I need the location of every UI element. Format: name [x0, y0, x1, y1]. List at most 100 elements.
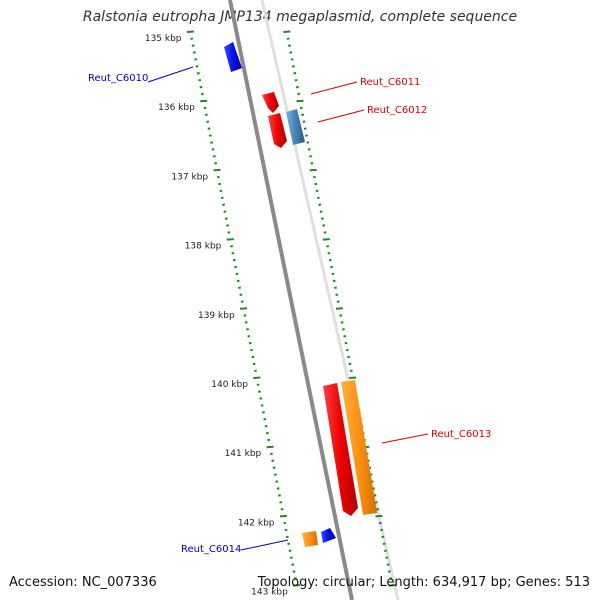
minor-tick [236, 279, 240, 283]
minor-tick [295, 85, 299, 89]
label-reut-c6014[interactable]: Reut_C6014 [181, 544, 241, 555]
minor-tick [332, 279, 336, 283]
minor-tick [328, 258, 332, 262]
minor-tick [199, 85, 203, 89]
minor-tick [219, 189, 223, 193]
minor-tick [271, 459, 275, 463]
gene-reut-c6011b[interactable] [268, 113, 287, 148]
label-reut-c6012[interactable]: Reut_C6012 [367, 105, 427, 116]
minor-tick [343, 334, 347, 338]
minor-tick [262, 411, 265, 414]
minor-tick [284, 528, 288, 532]
minor-tick [316, 196, 320, 200]
major-tick [335, 307, 344, 310]
minor-tick [384, 549, 387, 552]
minor-tick [303, 127, 307, 130]
minor-tick [294, 78, 298, 82]
gene-reut-c6013[interactable] [323, 383, 358, 516]
leader-reut-c6014 [240, 539, 289, 551]
minor-tick [299, 106, 303, 110]
minor-tick [246, 328, 249, 331]
minor-tick [264, 424, 268, 428]
leader-reut-c6012 [317, 109, 365, 123]
minor-tick [290, 58, 294, 61]
minor-tick [206, 120, 210, 123]
minor-tick [339, 314, 343, 317]
backbone-line [228, 0, 354, 600]
leader-reut-c6013 [381, 433, 429, 444]
minor-tick [285, 535, 289, 539]
minor-tick [387, 570, 391, 573]
major-tick [309, 168, 317, 172]
minor-tick [289, 556, 293, 559]
accession-text: Accession: NC_007336 [9, 575, 157, 590]
minor-tick [208, 134, 212, 137]
minor-tick [247, 334, 251, 338]
major-tick [283, 30, 291, 33]
ruler-label: 141 kbp [225, 449, 262, 459]
minor-tick [276, 487, 280, 490]
minor-tick [288, 44, 291, 47]
label-reut-c6011[interactable]: Reut_C6011 [360, 77, 420, 88]
minor-tick [348, 362, 352, 366]
minor-tick [389, 577, 393, 580]
minor-tick [320, 217, 324, 220]
gene-reut-c6014b[interactable] [302, 531, 318, 547]
minor-tick [191, 44, 195, 47]
minor-tick [260, 404, 264, 407]
minor-tick [273, 473, 277, 476]
ruler-label: 143 kbp [251, 588, 288, 598]
minor-tick [310, 161, 314, 165]
minor-tick [349, 369, 353, 373]
minor-tick [240, 300, 244, 303]
gene-reut-c6014[interactable] [321, 528, 336, 543]
minor-tick [227, 231, 231, 234]
map-title: Ralstonia eutropha JMP134 megaplasmid, c… [82, 9, 518, 25]
minor-tick [243, 314, 247, 317]
gene-reut-c6011[interactable] [262, 92, 279, 113]
ruler-label: 136 kbp [158, 103, 195, 113]
minor-tick [195, 65, 199, 68]
minor-tick [194, 58, 198, 61]
leader-reut-c6011 [310, 81, 358, 95]
gene-reut-c6012[interactable] [286, 109, 305, 145]
gene-reut-c6010[interactable] [224, 42, 242, 72]
ruler-label: 137 kbp [171, 172, 208, 182]
minor-tick [336, 300, 340, 303]
minor-tick [204, 113, 208, 117]
major-tick [322, 238, 330, 241]
minor-tick [198, 78, 202, 82]
minor-tick [258, 390, 261, 393]
ruler-label: 138 kbp [185, 242, 222, 252]
major-tick [293, 584, 301, 587]
minor-tick [275, 480, 279, 483]
minor-tick [283, 521, 287, 525]
minor-tick [318, 203, 322, 206]
major-tick [266, 445, 274, 449]
minor-tick [313, 175, 316, 179]
minor-tick [385, 556, 389, 559]
minor-tick [386, 563, 390, 566]
major-tick [253, 376, 261, 379]
major-tick [388, 584, 396, 587]
label-reut-c6010[interactable]: Reut_C6010 [88, 73, 148, 84]
minor-tick [327, 251, 331, 255]
minor-tick [265, 431, 269, 435]
minor-tick [322, 224, 326, 227]
minor-tick [307, 148, 311, 151]
minor-tick [190, 37, 194, 40]
minor-tick [319, 210, 323, 213]
minor-tick [286, 37, 290, 40]
minor-tick [305, 134, 309, 137]
minor-tick [288, 549, 292, 552]
gene-reut-c6013b[interactable] [341, 380, 377, 515]
minor-tick [345, 348, 349, 352]
label-reut-c6013[interactable]: Reut_C6013 [431, 429, 491, 440]
minor-tick [235, 272, 239, 276]
minor-tick [293, 72, 297, 75]
minor-tick [302, 120, 306, 123]
ruler-label: 139 kbp [198, 311, 235, 321]
minor-tick [259, 397, 263, 400]
major-tick [213, 168, 221, 172]
